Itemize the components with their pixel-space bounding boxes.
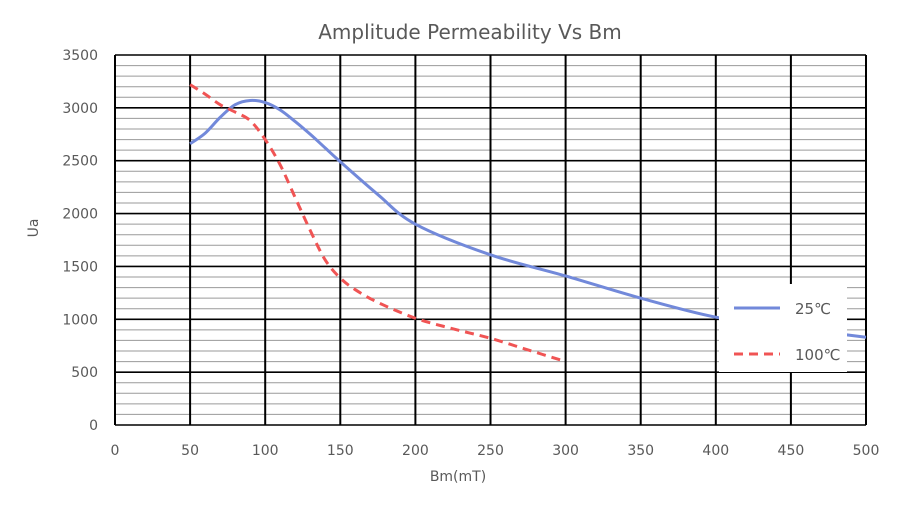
- x-tick-label: 350: [627, 443, 654, 459]
- x-tick-label: 400: [702, 443, 729, 459]
- legend-label: 100℃: [795, 346, 840, 364]
- x-axis-ticks: 0 50 100 150 200 250 300 350 400 450 500: [111, 443, 880, 459]
- x-tick-label: 200: [402, 443, 429, 459]
- y-axis-ticks: 0 500 1000 1500 2000 2500 3000 3500: [62, 48, 98, 434]
- x-tick-label: 0: [111, 443, 120, 459]
- x-tick-label: 100: [252, 443, 279, 459]
- x-tick-label: 250: [477, 443, 504, 459]
- y-tick-label: 1000: [62, 312, 98, 328]
- y-tick-label: 2000: [62, 207, 98, 223]
- legend-box: [719, 284, 847, 372]
- x-tick-label: 300: [552, 443, 579, 459]
- y-tick-label: 0: [89, 418, 98, 434]
- chart-title: Amplitude Permeability Vs Bm: [318, 20, 621, 44]
- y-axis-label: Ua: [26, 219, 42, 238]
- x-tick-label: 450: [778, 443, 805, 459]
- series-line-2: [189, 83, 567, 364]
- x-tick-label: 150: [327, 443, 354, 459]
- series-line-1: [189, 98, 867, 339]
- legend-label: 25℃: [795, 300, 831, 318]
- legend: 25℃ 100℃: [719, 284, 847, 372]
- series-layer: [189, 83, 867, 364]
- x-axis-label: Bm(mT): [430, 469, 486, 485]
- y-tick-label: 500: [71, 365, 98, 381]
- x-tick-label: 50: [181, 443, 199, 459]
- y-tick-label: 3500: [62, 48, 98, 64]
- y-tick-label: 2500: [62, 154, 98, 170]
- y-tick-label: 3000: [62, 101, 98, 117]
- x-tick-label: 500: [853, 443, 880, 459]
- y-tick-label: 1500: [62, 259, 98, 275]
